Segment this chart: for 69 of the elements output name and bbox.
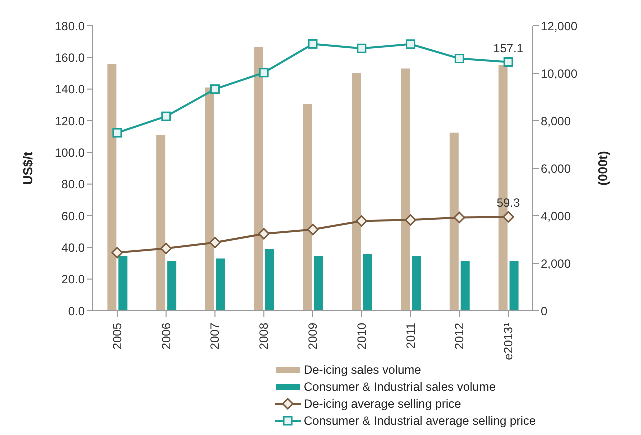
legend-label: Consumer & Industrial sales volume bbox=[304, 380, 496, 394]
bar bbox=[254, 47, 264, 311]
x-tick-label: 2012 bbox=[452, 322, 467, 350]
y-tick-label: 80.0 bbox=[62, 178, 86, 192]
bar bbox=[412, 256, 421, 311]
point bbox=[112, 128, 122, 138]
point bbox=[259, 68, 269, 78]
point bbox=[209, 237, 221, 249]
point bbox=[258, 228, 270, 240]
point bbox=[502, 211, 514, 223]
x-tick-label: e2013¹ bbox=[502, 323, 516, 360]
y2-tick-label: 12,000 bbox=[541, 19, 578, 34]
y-tick-label: 0.0 bbox=[68, 304, 86, 318]
y2-tick-label: 0 bbox=[541, 304, 548, 318]
y2-axis-title: (000t) bbox=[596, 151, 611, 186]
point bbox=[307, 224, 319, 236]
y-tick-label: 60.0 bbox=[62, 209, 86, 224]
bar bbox=[265, 249, 274, 311]
point bbox=[162, 112, 172, 122]
y2-tick-label: 8,000 bbox=[541, 114, 572, 128]
legend-label: De-icing average selling price bbox=[304, 397, 462, 411]
point bbox=[504, 58, 514, 68]
y-tick-label: 160.0 bbox=[54, 50, 86, 65]
y2-tick-label: 4,000 bbox=[541, 209, 572, 224]
bar bbox=[108, 64, 117, 311]
x-tick-label: 2009 bbox=[306, 322, 320, 350]
x-tick-label: 2008 bbox=[257, 322, 272, 350]
bar bbox=[401, 68, 410, 311]
bar bbox=[363, 254, 372, 311]
x-tick-label: 2006 bbox=[159, 322, 174, 350]
data-label: 59.3 bbox=[496, 196, 521, 210]
point bbox=[160, 242, 172, 254]
x-tick-label: 2005 bbox=[110, 322, 124, 350]
bar bbox=[510, 261, 519, 311]
bar bbox=[156, 135, 166, 311]
bar bbox=[216, 258, 226, 311]
bar bbox=[450, 132, 459, 311]
x-tick-label: 2011 bbox=[404, 322, 418, 349]
bar bbox=[314, 256, 324, 311]
point bbox=[454, 212, 466, 224]
bar bbox=[352, 74, 362, 311]
bar bbox=[460, 261, 470, 311]
bar bbox=[303, 104, 312, 311]
bar bbox=[118, 256, 128, 311]
point bbox=[308, 39, 318, 49]
point bbox=[356, 215, 368, 227]
y-axis-title: US$/t bbox=[20, 151, 36, 186]
y2-tick-label: 10,000 bbox=[541, 66, 578, 81]
bar bbox=[168, 261, 177, 311]
point bbox=[112, 247, 124, 259]
x-tick-label: 2010 bbox=[354, 322, 369, 350]
y2-tick-label: 6,000 bbox=[541, 162, 572, 176]
y-tick-label: 40.0 bbox=[62, 240, 86, 255]
y-tick-label: 100.0 bbox=[54, 146, 86, 160]
legend-label: De-icing sales volume bbox=[304, 363, 422, 377]
bar bbox=[205, 88, 214, 311]
point bbox=[405, 214, 417, 226]
y-tick-label: 180.0 bbox=[54, 19, 86, 34]
x-tick-label: 2007 bbox=[208, 322, 222, 350]
y-tick-label: 140.0 bbox=[54, 82, 86, 97]
data-label: 157.1 bbox=[494, 41, 524, 56]
legend-label: Consumer & Industrial average selling price bbox=[304, 414, 536, 428]
point bbox=[357, 44, 367, 54]
point bbox=[406, 40, 416, 50]
y-tick-label: 20.0 bbox=[62, 272, 86, 287]
y-tick-label: 120.0 bbox=[54, 114, 86, 128]
point bbox=[454, 54, 464, 64]
y2-tick-label: 2,000 bbox=[541, 256, 572, 271]
point bbox=[210, 84, 220, 94]
